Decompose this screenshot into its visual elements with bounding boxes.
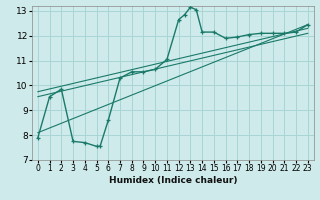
X-axis label: Humidex (Indice chaleur): Humidex (Indice chaleur) — [108, 176, 237, 185]
